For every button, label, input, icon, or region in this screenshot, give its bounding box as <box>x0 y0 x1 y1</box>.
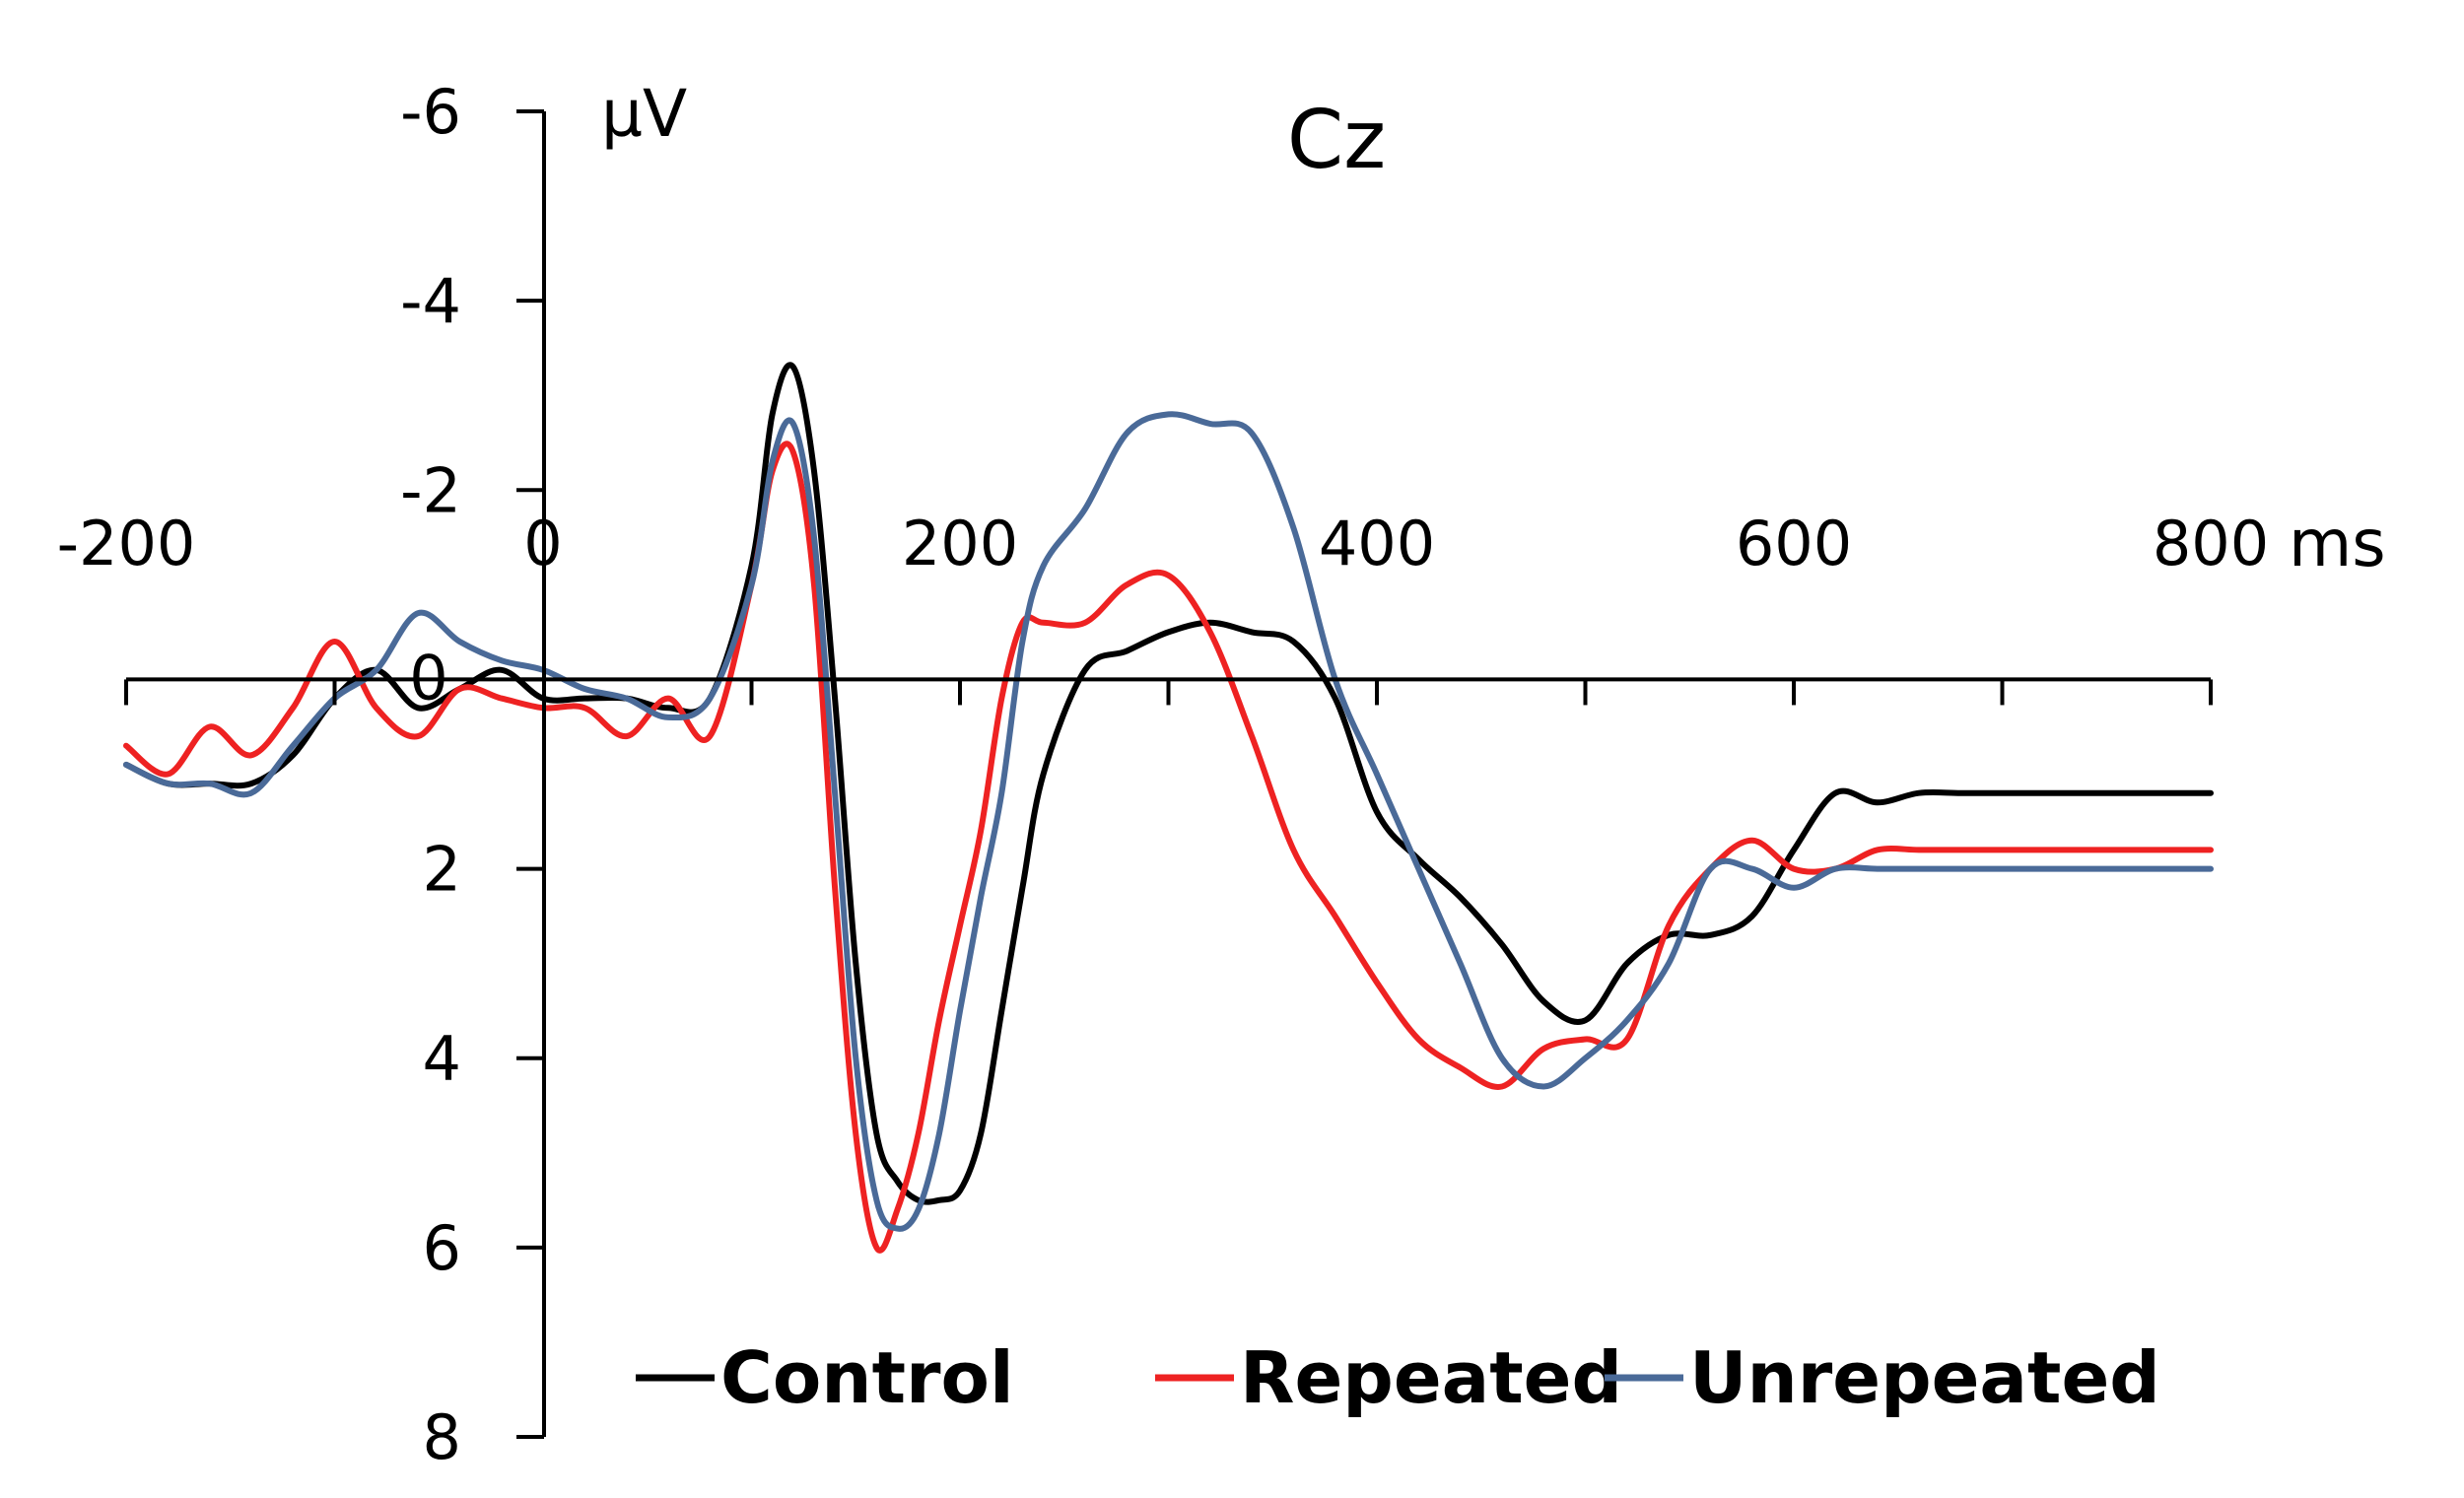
y-tick-label: -6 <box>400 76 461 148</box>
y-tick-label: 4 <box>423 1023 461 1095</box>
x-tick-label: 200 <box>902 508 1018 579</box>
y-tick-label: -4 <box>400 265 461 337</box>
legend-label-control: Control <box>720 1336 1014 1419</box>
y-tick-label: 2 <box>423 834 461 906</box>
y-axis-unit-label: µV <box>601 76 687 152</box>
x-tick-label: 0 <box>523 508 562 579</box>
series-line-control <box>123 362 2214 1205</box>
x-axis-unit-label: ms <box>2289 506 2386 581</box>
x-tick-label: 400 <box>1319 508 1435 579</box>
y-tick-label: 8 <box>423 1401 461 1473</box>
chart-title: Cz <box>1287 94 1386 187</box>
series-line-unrepeated <box>123 411 2214 1232</box>
labels-layer: -200 0 200 400 600 800 -6 -4 -2 0 2 4 6 8 <box>57 76 2270 1473</box>
y-tick-label: 0 <box>409 642 447 714</box>
x-tick-label: -200 <box>57 508 196 579</box>
axes-layer <box>124 109 2213 1439</box>
legend-label-unrepeated: Unrepeated <box>1689 1336 2160 1419</box>
x-tick-label: 600 <box>1736 508 1852 579</box>
x-tick-label: 800 <box>2153 508 2269 579</box>
legend-label-repeated: Repeated <box>1240 1336 1622 1419</box>
legend: Control Repeated Unrepeated <box>636 1336 2160 1419</box>
y-tick-label: 6 <box>423 1212 461 1284</box>
y-tick-label: -2 <box>400 454 461 526</box>
